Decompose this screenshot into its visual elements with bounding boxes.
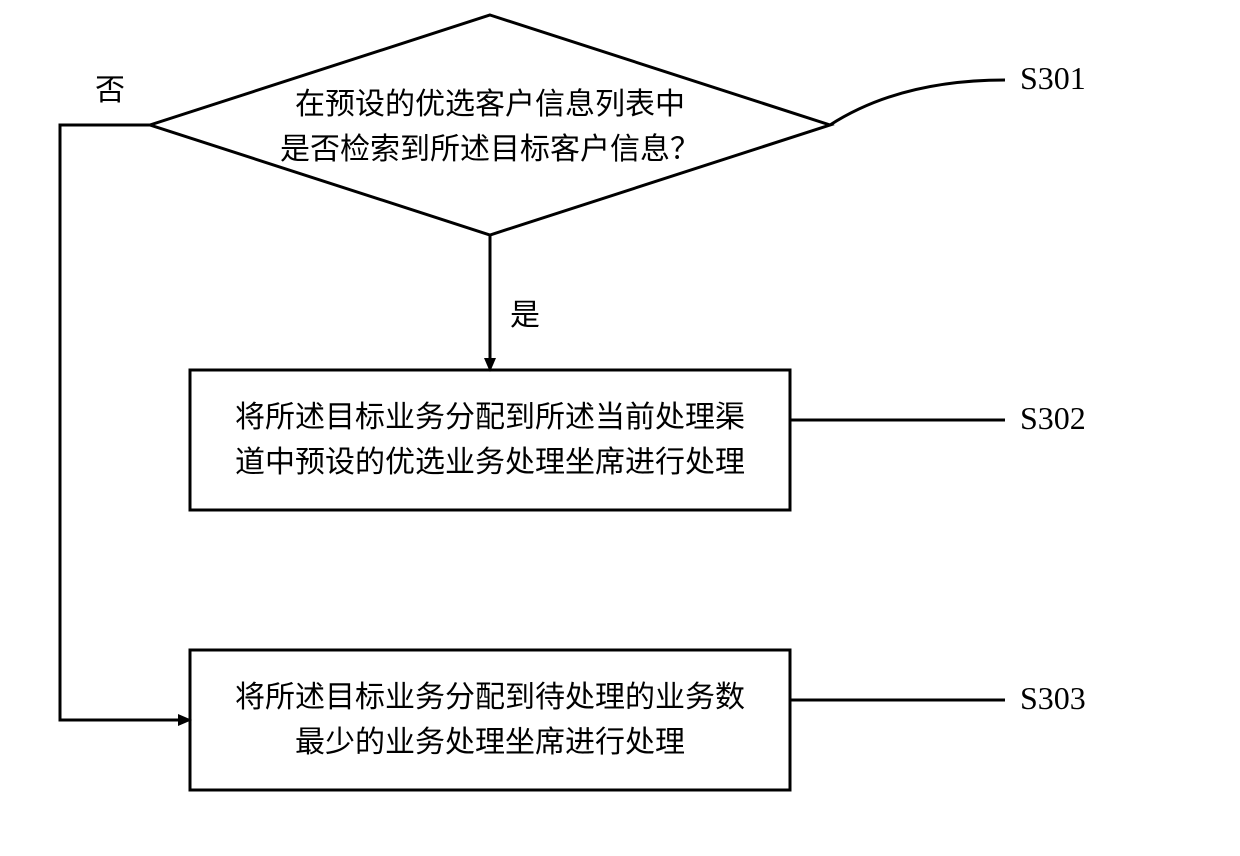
edge-label-yes: 是	[510, 290, 540, 334]
flowchart-container: 在预设的优选客户信息列表中 是否检索到所述目标客户信息？ 将所述目标业务分配到所…	[0, 0, 1240, 856]
decision-node-text: 在预设的优选客户信息列表中 是否检索到所述目标客户信息？	[280, 82, 700, 172]
step-label-s303: S303	[1020, 680, 1086, 717]
step-label-s301: S301	[1020, 60, 1086, 97]
step-label-s302: S302	[1020, 400, 1086, 437]
process-node-2-text: 将所述目标业务分配到待处理的业务数 最少的业务处理坐席进行处理	[210, 675, 770, 765]
process-node-1-text: 将所述目标业务分配到所述当前处理渠 道中预设的优选业务处理坐席进行处理	[210, 395, 770, 485]
edge-label-no: 否	[95, 65, 125, 109]
